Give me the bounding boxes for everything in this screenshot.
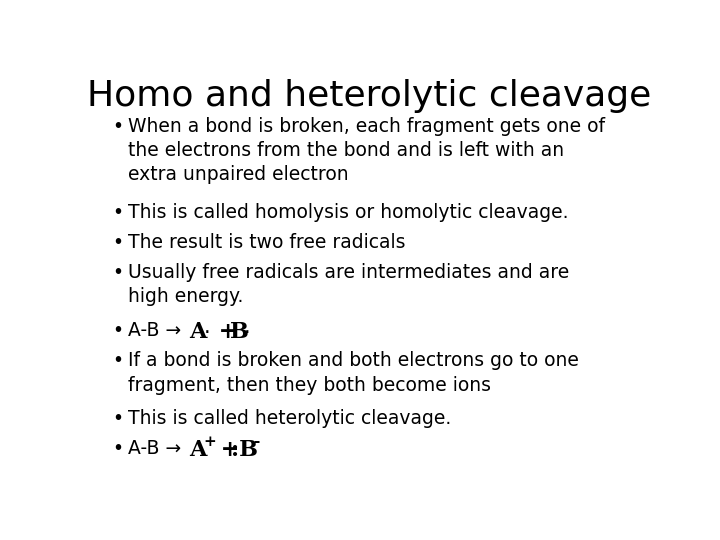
Text: +: +	[213, 440, 247, 462]
Text: A-B →: A-B →	[128, 321, 181, 340]
Text: •: •	[112, 409, 123, 429]
Text: •: •	[112, 263, 123, 282]
Text: A-B →: A-B →	[128, 440, 181, 458]
Text: ·: ·	[203, 322, 210, 342]
Text: •: •	[112, 233, 123, 252]
Text: A: A	[189, 321, 207, 343]
Text: When a bond is broken, each fragment gets one of
the electrons from the bond and: When a bond is broken, each fragment get…	[128, 117, 605, 184]
Text: ·: ·	[244, 322, 251, 342]
Text: This is called homolysis or homolytic cleavage.: This is called homolysis or homolytic cl…	[128, 203, 569, 222]
Text: Homo and heterolytic cleavage: Homo and heterolytic cleavage	[87, 79, 651, 113]
Text: :B: :B	[231, 440, 258, 462]
Text: •: •	[112, 203, 123, 222]
Text: •: •	[112, 117, 123, 136]
Text: •: •	[112, 321, 123, 340]
Text: If a bond is broken and both electrons go to one
fragment, then they both become: If a bond is broken and both electrons g…	[128, 352, 579, 395]
Text: This is called heterolytic cleavage.: This is called heterolytic cleavage.	[128, 409, 451, 429]
Text: •: •	[112, 352, 123, 370]
Text: Usually free radicals are intermediates and are
high energy.: Usually free radicals are intermediates …	[128, 263, 570, 306]
Text: +: +	[210, 321, 245, 343]
Text: The result is two free radicals: The result is two free radicals	[128, 233, 405, 252]
Text: B: B	[230, 321, 249, 343]
Text: •: •	[112, 440, 123, 458]
Text: -: -	[253, 435, 259, 449]
Text: A: A	[189, 440, 207, 462]
Text: +: +	[203, 435, 216, 449]
